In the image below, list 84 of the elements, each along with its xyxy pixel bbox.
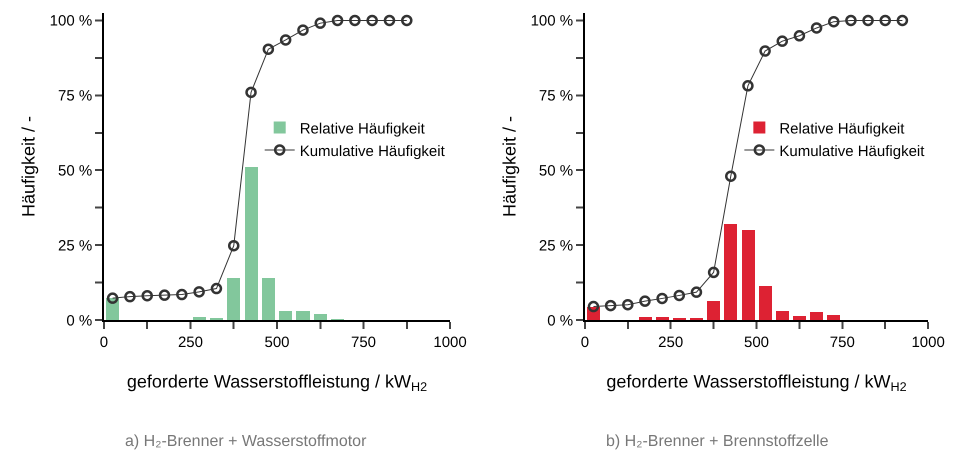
bar: [314, 314, 327, 320]
point: [759, 45, 771, 57]
point: [656, 292, 668, 304]
point: [794, 30, 806, 42]
point: [879, 14, 891, 26]
point: [828, 16, 840, 28]
y-tick-label: 75 %: [538, 88, 574, 105]
bar: [742, 230, 755, 320]
point: [228, 240, 240, 252]
x-tick-label: 1000: [911, 334, 945, 351]
y-tick-label: 50 %: [58, 162, 92, 180]
point: [708, 266, 720, 278]
x-axis-title: geforderte Wasserstoffleistung / kW$_{H2}$: [606, 371, 907, 394]
bar: [192, 317, 206, 320]
x-tick-label: 250: [178, 334, 203, 351]
point: [245, 86, 257, 98]
point: [588, 300, 600, 312]
x-tick-label: 0: [580, 334, 590, 351]
bar: [226, 278, 240, 320]
point: [401, 14, 413, 26]
y-tick-label: 75 %: [58, 88, 92, 105]
bar: [244, 167, 258, 320]
point: [158, 289, 170, 301]
point: [742, 80, 754, 92]
point: [314, 17, 326, 29]
point: [141, 290, 153, 302]
bar: [296, 311, 310, 320]
point: [176, 288, 188, 300]
y-tick-label: 50 %: [538, 162, 574, 180]
x-tick-label: 500: [264, 334, 290, 351]
x-tick-label: 500: [744, 334, 770, 351]
legend-label: Relative Häufigkeit: [300, 120, 426, 138]
y-tick-label: 100 %: [50, 12, 92, 30]
y-tick-label: 0 %: [547, 312, 574, 330]
x-axis-title: geforderte Wasserstoffleistung / kW$_{H2}$: [126, 371, 428, 394]
point: [280, 34, 292, 46]
point: [124, 290, 136, 302]
point: [862, 14, 874, 26]
point: [725, 170, 737, 182]
point: [896, 14, 908, 26]
point: [210, 282, 222, 294]
legend-label: Kumulative Häufigkeit: [300, 142, 446, 160]
bar: [278, 311, 292, 320]
x-tick-label: 1000: [433, 334, 467, 351]
bar: [776, 311, 789, 320]
x-tick-label: 250: [658, 334, 684, 351]
point: [106, 292, 118, 304]
point: [349, 14, 361, 26]
legend-label: Relative Häufigkeit: [779, 120, 906, 138]
point: [639, 295, 651, 307]
x-tick-label: 750: [351, 334, 376, 351]
point: [332, 14, 344, 26]
legend-label: Kumulative Häufigkeit: [779, 142, 926, 160]
bar: [638, 317, 652, 320]
bar: [826, 315, 840, 320]
y-tick-label: 25 %: [58, 237, 92, 254]
point: [193, 286, 205, 298]
bar: [758, 286, 772, 320]
y-axis-title: Häufigkeit / -: [18, 116, 38, 218]
x-tick-label: 750: [830, 334, 855, 351]
text: b) H₂-Brenner + Brennstoffzelle: [606, 433, 829, 450]
point: [674, 290, 686, 302]
bar: [792, 316, 806, 320]
bar: [706, 301, 720, 320]
bar: [724, 224, 737, 320]
text: a) H₂-Brenner + Wasserstoffmotor: [125, 433, 368, 450]
point: [810, 22, 822, 34]
point: [845, 14, 857, 26]
point: [776, 35, 788, 47]
point: [384, 14, 396, 26]
y-tick-label: 25 %: [538, 237, 574, 254]
point: [297, 24, 309, 36]
bar: [262, 278, 275, 320]
point: [604, 300, 616, 312]
point: [690, 286, 702, 298]
y-tick-label: 100 %: [530, 12, 574, 30]
y-axis-title: Häufigkeit / -: [499, 116, 520, 218]
bar: [656, 317, 669, 320]
x-tick-label: 0: [100, 334, 108, 351]
point: [622, 298, 634, 310]
point: [262, 43, 274, 55]
y-tick-label: 0 %: [66, 312, 92, 330]
bar: [810, 312, 823, 320]
point: [366, 14, 378, 26]
